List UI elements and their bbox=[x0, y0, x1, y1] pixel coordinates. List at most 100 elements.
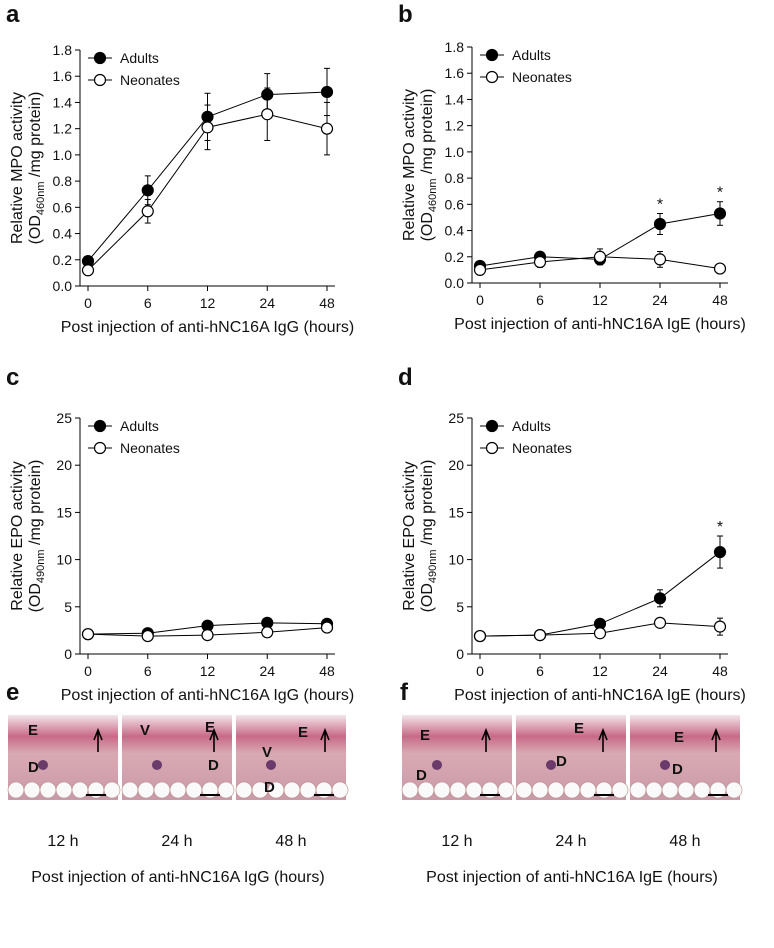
data-point bbox=[713, 545, 727, 559]
x-tick-label: 24 bbox=[652, 663, 668, 679]
panel-label: e bbox=[6, 679, 19, 706]
unit-suffix: /mg protein) bbox=[27, 460, 44, 550]
fat-cell bbox=[579, 781, 597, 799]
legend-label: Neonates bbox=[120, 72, 180, 88]
cell-cluster bbox=[152, 760, 162, 770]
cell-cluster bbox=[38, 760, 48, 770]
legend-label: Adults bbox=[512, 418, 551, 434]
unit-prefix: (OD bbox=[419, 583, 436, 612]
fat-cell bbox=[401, 781, 419, 799]
fat-cell bbox=[185, 781, 203, 799]
data-point bbox=[201, 629, 214, 642]
unit-prefix: (OD bbox=[27, 215, 44, 244]
time-label: 48 h bbox=[275, 833, 306, 850]
time-label: 12 h bbox=[47, 833, 78, 850]
tissue-label: D bbox=[672, 761, 683, 778]
significance-marker: * bbox=[657, 197, 663, 214]
fat-cell bbox=[283, 781, 301, 799]
x-tick-label: 12 bbox=[200, 663, 216, 679]
tissue-label: V bbox=[262, 744, 272, 761]
fat-cell bbox=[23, 781, 41, 799]
arrow bbox=[711, 727, 721, 752]
time-label: 24 h bbox=[555, 833, 586, 850]
panel-label: f bbox=[400, 679, 409, 706]
y-tick-label: 0.8 bbox=[445, 170, 465, 186]
panel-label: d bbox=[398, 364, 413, 391]
x-axis-label: Post injection of anti-hNC16A IgG (hours… bbox=[31, 869, 324, 886]
y-tick-label: 20 bbox=[448, 457, 464, 473]
fat-cell bbox=[449, 781, 467, 799]
y-axis-unit: (OD460nm /mg protein) bbox=[27, 92, 47, 245]
y-tick-label: 0.6 bbox=[53, 199, 73, 215]
legend-label: Neonates bbox=[512, 69, 572, 85]
fat-cell bbox=[7, 781, 25, 799]
legend-label: Adults bbox=[120, 50, 159, 66]
fat-cell bbox=[169, 781, 187, 799]
fat-cell bbox=[433, 781, 451, 799]
tissue-label: D bbox=[28, 759, 39, 776]
y-tick-label: 25 bbox=[448, 410, 464, 426]
fat-cell bbox=[693, 781, 711, 799]
x-axis-label: Post injection of anti-hNC16A IgE (hours… bbox=[454, 316, 746, 333]
y-tick-label: 1.8 bbox=[445, 39, 465, 55]
fat-cell bbox=[645, 781, 663, 799]
data-point bbox=[320, 85, 334, 99]
tissue-label: D bbox=[208, 757, 219, 774]
arrow bbox=[481, 727, 491, 752]
y-axis-label: Relative MPO activity bbox=[9, 92, 26, 244]
tissue-label: D bbox=[416, 767, 427, 784]
data-point bbox=[141, 629, 154, 643]
fat-cell bbox=[547, 781, 565, 799]
data-point bbox=[261, 626, 274, 639]
fat-cell bbox=[563, 781, 581, 799]
fat-cell bbox=[331, 781, 349, 799]
tissue-label: E bbox=[574, 720, 584, 737]
y-axis-label: Relative EPO activity bbox=[401, 461, 418, 610]
data-point bbox=[593, 250, 607, 263]
data-point bbox=[653, 217, 667, 231]
fat-cell bbox=[55, 781, 73, 799]
fat-cell bbox=[299, 781, 317, 799]
y-tick-label: 0.0 bbox=[445, 275, 465, 291]
legend-label: Adults bbox=[120, 418, 159, 434]
panel-label: a bbox=[6, 1, 20, 28]
data-point bbox=[713, 207, 727, 220]
y-tick-label: 5 bbox=[456, 599, 464, 615]
fat-cell bbox=[725, 781, 743, 799]
x-tick-label: 12 bbox=[592, 663, 608, 679]
tissue-label: E bbox=[205, 719, 215, 736]
unit-sub: 490nm bbox=[427, 549, 439, 583]
x-axis-label: Post injection of anti-hNC16A IgG (hours… bbox=[61, 687, 354, 704]
time-label: 48 h bbox=[669, 833, 700, 850]
x-tick-label: 6 bbox=[536, 292, 544, 308]
tissue-label: E bbox=[674, 729, 684, 746]
unit-sub: 490nm bbox=[35, 549, 47, 583]
y-tick-label: 1.6 bbox=[445, 65, 465, 81]
legend-label: Neonates bbox=[120, 440, 180, 456]
data-point bbox=[593, 627, 607, 640]
y-tick-label: 1.0 bbox=[53, 147, 73, 163]
tissue-label: V bbox=[140, 722, 150, 739]
data-point bbox=[713, 262, 727, 275]
y-tick-label: 0.6 bbox=[445, 196, 465, 212]
x-tick-label: 0 bbox=[476, 663, 484, 679]
legend-marker bbox=[93, 51, 107, 65]
cell-cluster bbox=[546, 760, 556, 770]
significance-marker: * bbox=[717, 519, 723, 536]
y-axis-label: Relative MPO activity bbox=[401, 89, 418, 241]
fat-cell bbox=[515, 781, 533, 799]
data-point bbox=[81, 264, 95, 277]
tissue-label: D bbox=[264, 779, 275, 796]
x-axis-label: Post injection of anti-hNC16A IgE (hours… bbox=[426, 869, 718, 886]
data-point bbox=[653, 616, 667, 629]
data-point bbox=[473, 263, 487, 276]
y-tick-label: 0.0 bbox=[53, 278, 73, 294]
y-tick-label: 0.2 bbox=[445, 249, 465, 265]
fat-cell bbox=[235, 781, 253, 799]
y-tick-label: 1.8 bbox=[53, 42, 73, 58]
unit-suffix: /mg protein) bbox=[27, 92, 44, 182]
fat-cell bbox=[121, 781, 139, 799]
y-axis-unit: (OD490nm /mg protein) bbox=[27, 460, 47, 613]
x-tick-label: 12 bbox=[592, 292, 608, 308]
fat-cell bbox=[217, 781, 235, 799]
